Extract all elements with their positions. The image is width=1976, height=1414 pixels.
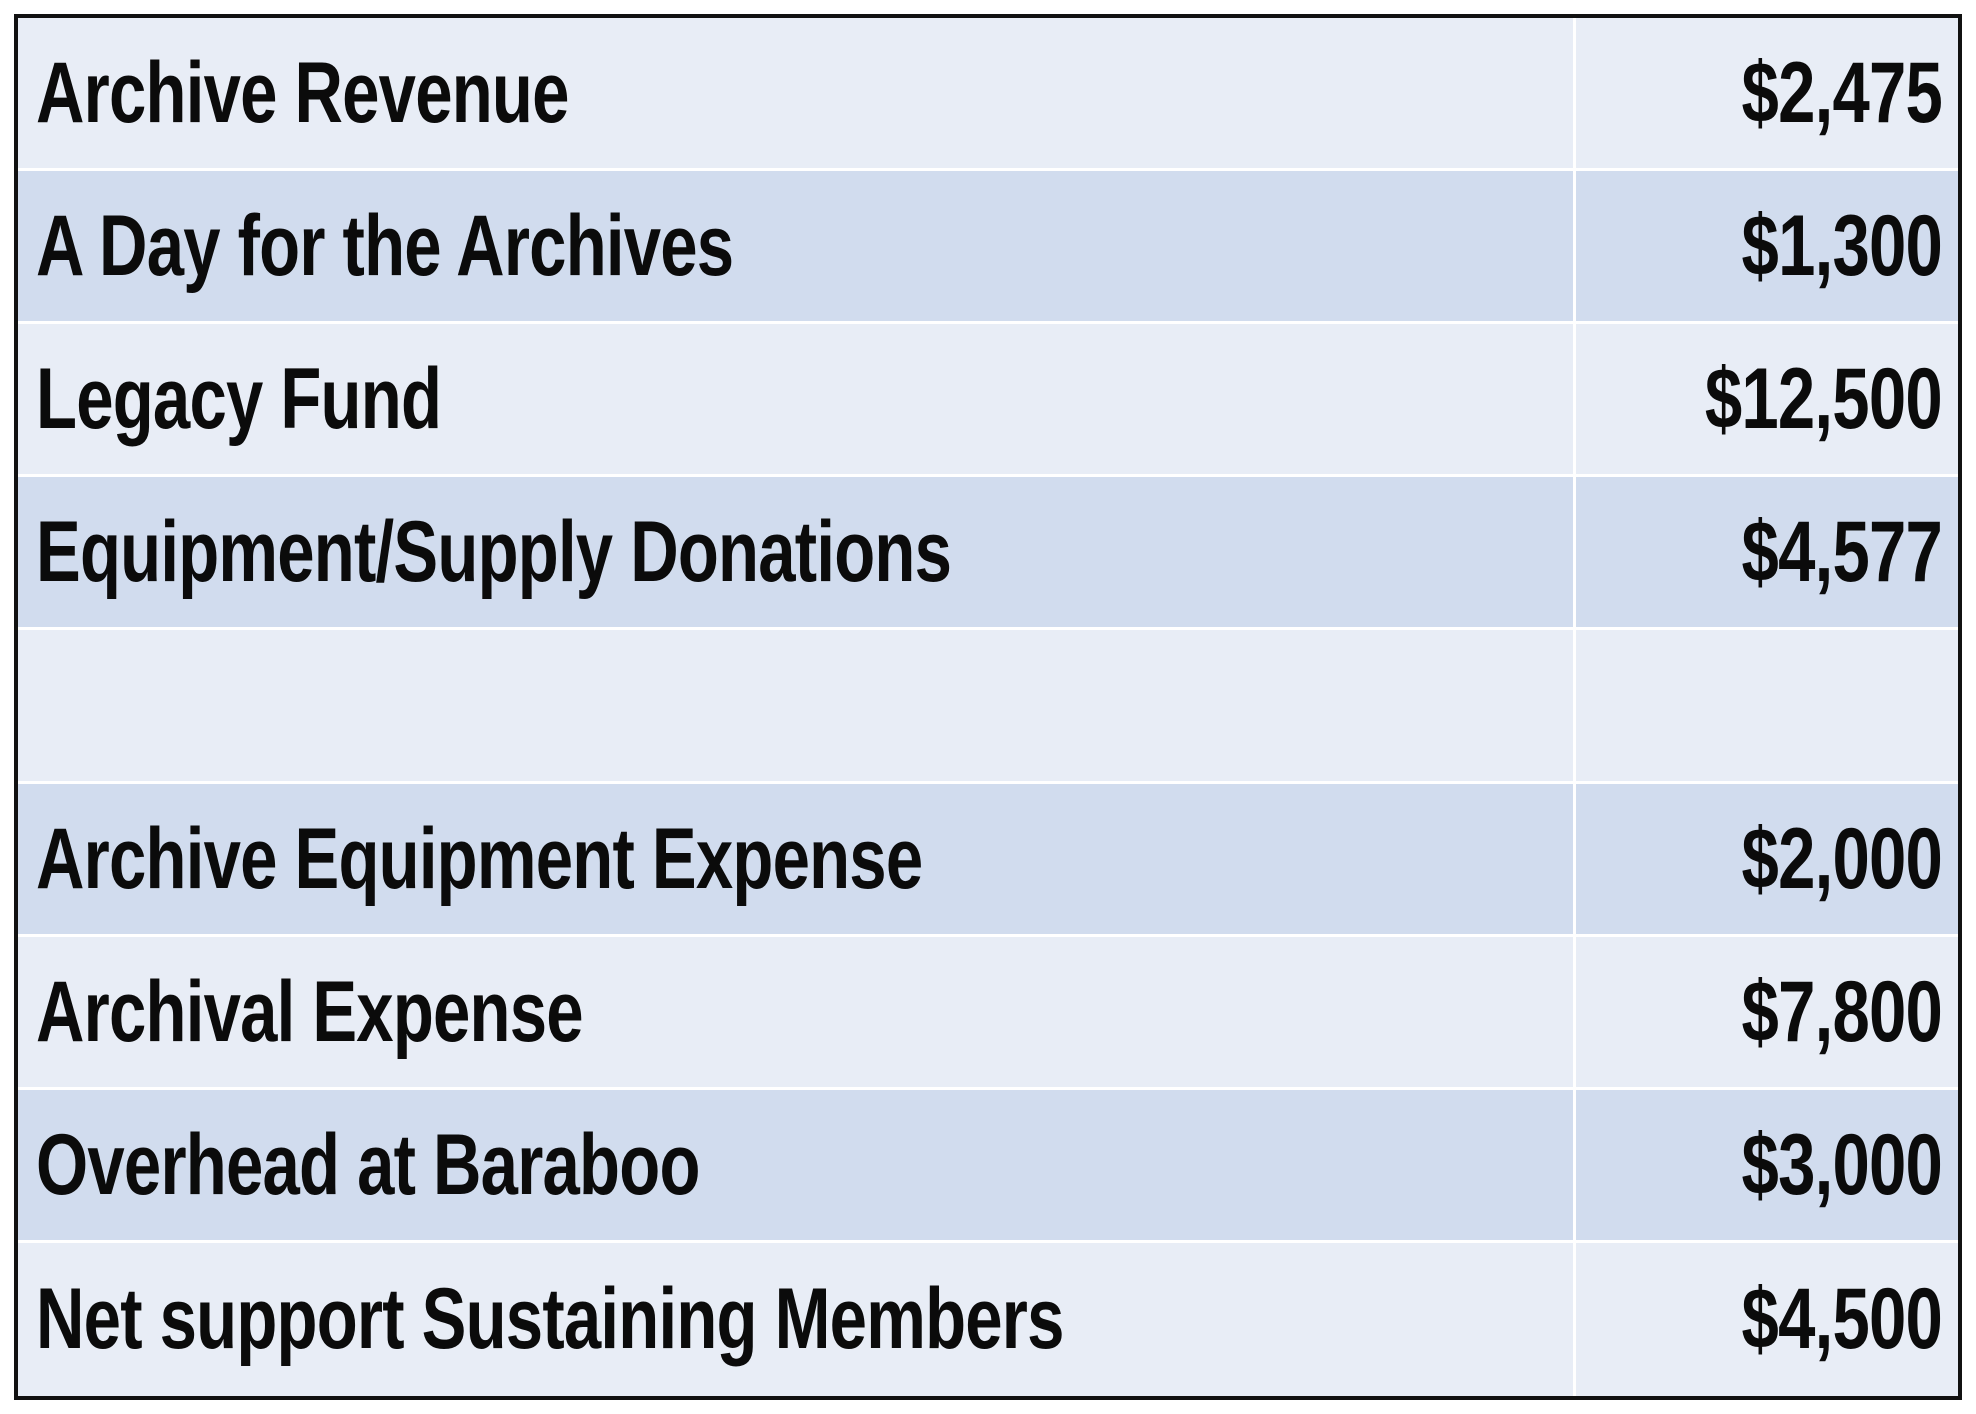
- row-amount-text: $1,300: [1741, 198, 1943, 295]
- row-amount: $12,500: [1576, 324, 1958, 478]
- row-label-text: Archive Equipment Expense: [36, 810, 923, 907]
- table-row: Archive Equipment Expense $2,000: [18, 783, 1958, 937]
- row-label: Archive Equipment Expense: [18, 783, 1576, 937]
- finance-table-frame: Archive Revenue $2,475 A Day for the Arc…: [14, 14, 1962, 1400]
- row-label: Equipment/Supply Donations: [18, 477, 1576, 631]
- row-amount-text: $4,500: [1741, 1271, 1943, 1368]
- table-row: A Day for the Archives $1,300: [18, 171, 1958, 325]
- row-amount: $2,475: [1576, 18, 1958, 172]
- row-amount: $3,000: [1576, 1089, 1958, 1243]
- table-row: Archival Expense $7,800: [18, 936, 1958, 1090]
- table-row: Overhead at Baraboo $3,000: [18, 1089, 1958, 1243]
- row-label-text: Archive Revenue: [36, 45, 569, 142]
- table-row: Equipment/Supply Donations $4,577: [18, 477, 1958, 631]
- row-label: A Day for the Archives: [18, 171, 1576, 325]
- row-amount-text: $3,000: [1741, 1116, 1943, 1213]
- row-amount: $4,577: [1576, 477, 1958, 631]
- row-amount: [1576, 630, 1958, 784]
- row-amount-text: $2,000: [1741, 810, 1943, 907]
- row-label-text: Equipment/Supply Donations: [36, 504, 952, 601]
- row-label-text: A Day for the Archives: [36, 198, 734, 295]
- finance-table: Archive Revenue $2,475 A Day for the Arc…: [18, 18, 1958, 1396]
- row-amount-text: $4,577: [1741, 504, 1943, 601]
- row-label: [18, 630, 1576, 784]
- row-amount-text: $2,475: [1741, 45, 1943, 142]
- table-row: Archive Revenue $2,475: [18, 18, 1958, 172]
- row-amount: $4,500: [1576, 1242, 1958, 1396]
- row-amount: $7,800: [1576, 936, 1958, 1090]
- row-amount-text: $7,800: [1741, 963, 1943, 1060]
- row-amount: $1,300: [1576, 171, 1958, 325]
- row-label: Legacy Fund: [18, 324, 1576, 478]
- row-label-text: Legacy Fund: [36, 351, 442, 448]
- row-label-text: Net support Sustaining Members: [36, 1271, 1064, 1368]
- row-amount: $2,000: [1576, 783, 1958, 937]
- row-label: Overhead at Baraboo: [18, 1089, 1576, 1243]
- row-label-text: Overhead at Baraboo: [36, 1116, 700, 1213]
- table-row-empty: [18, 630, 1958, 784]
- table-row: Legacy Fund $12,500: [18, 324, 1958, 478]
- table-row: Net support Sustaining Members $4,500: [18, 1242, 1958, 1396]
- row-label: Archive Revenue: [18, 18, 1576, 172]
- row-label-text: Archival Expense: [36, 963, 584, 1060]
- row-label: Net support Sustaining Members: [18, 1242, 1576, 1396]
- row-label: Archival Expense: [18, 936, 1576, 1090]
- row-amount-text: $12,500: [1704, 351, 1943, 448]
